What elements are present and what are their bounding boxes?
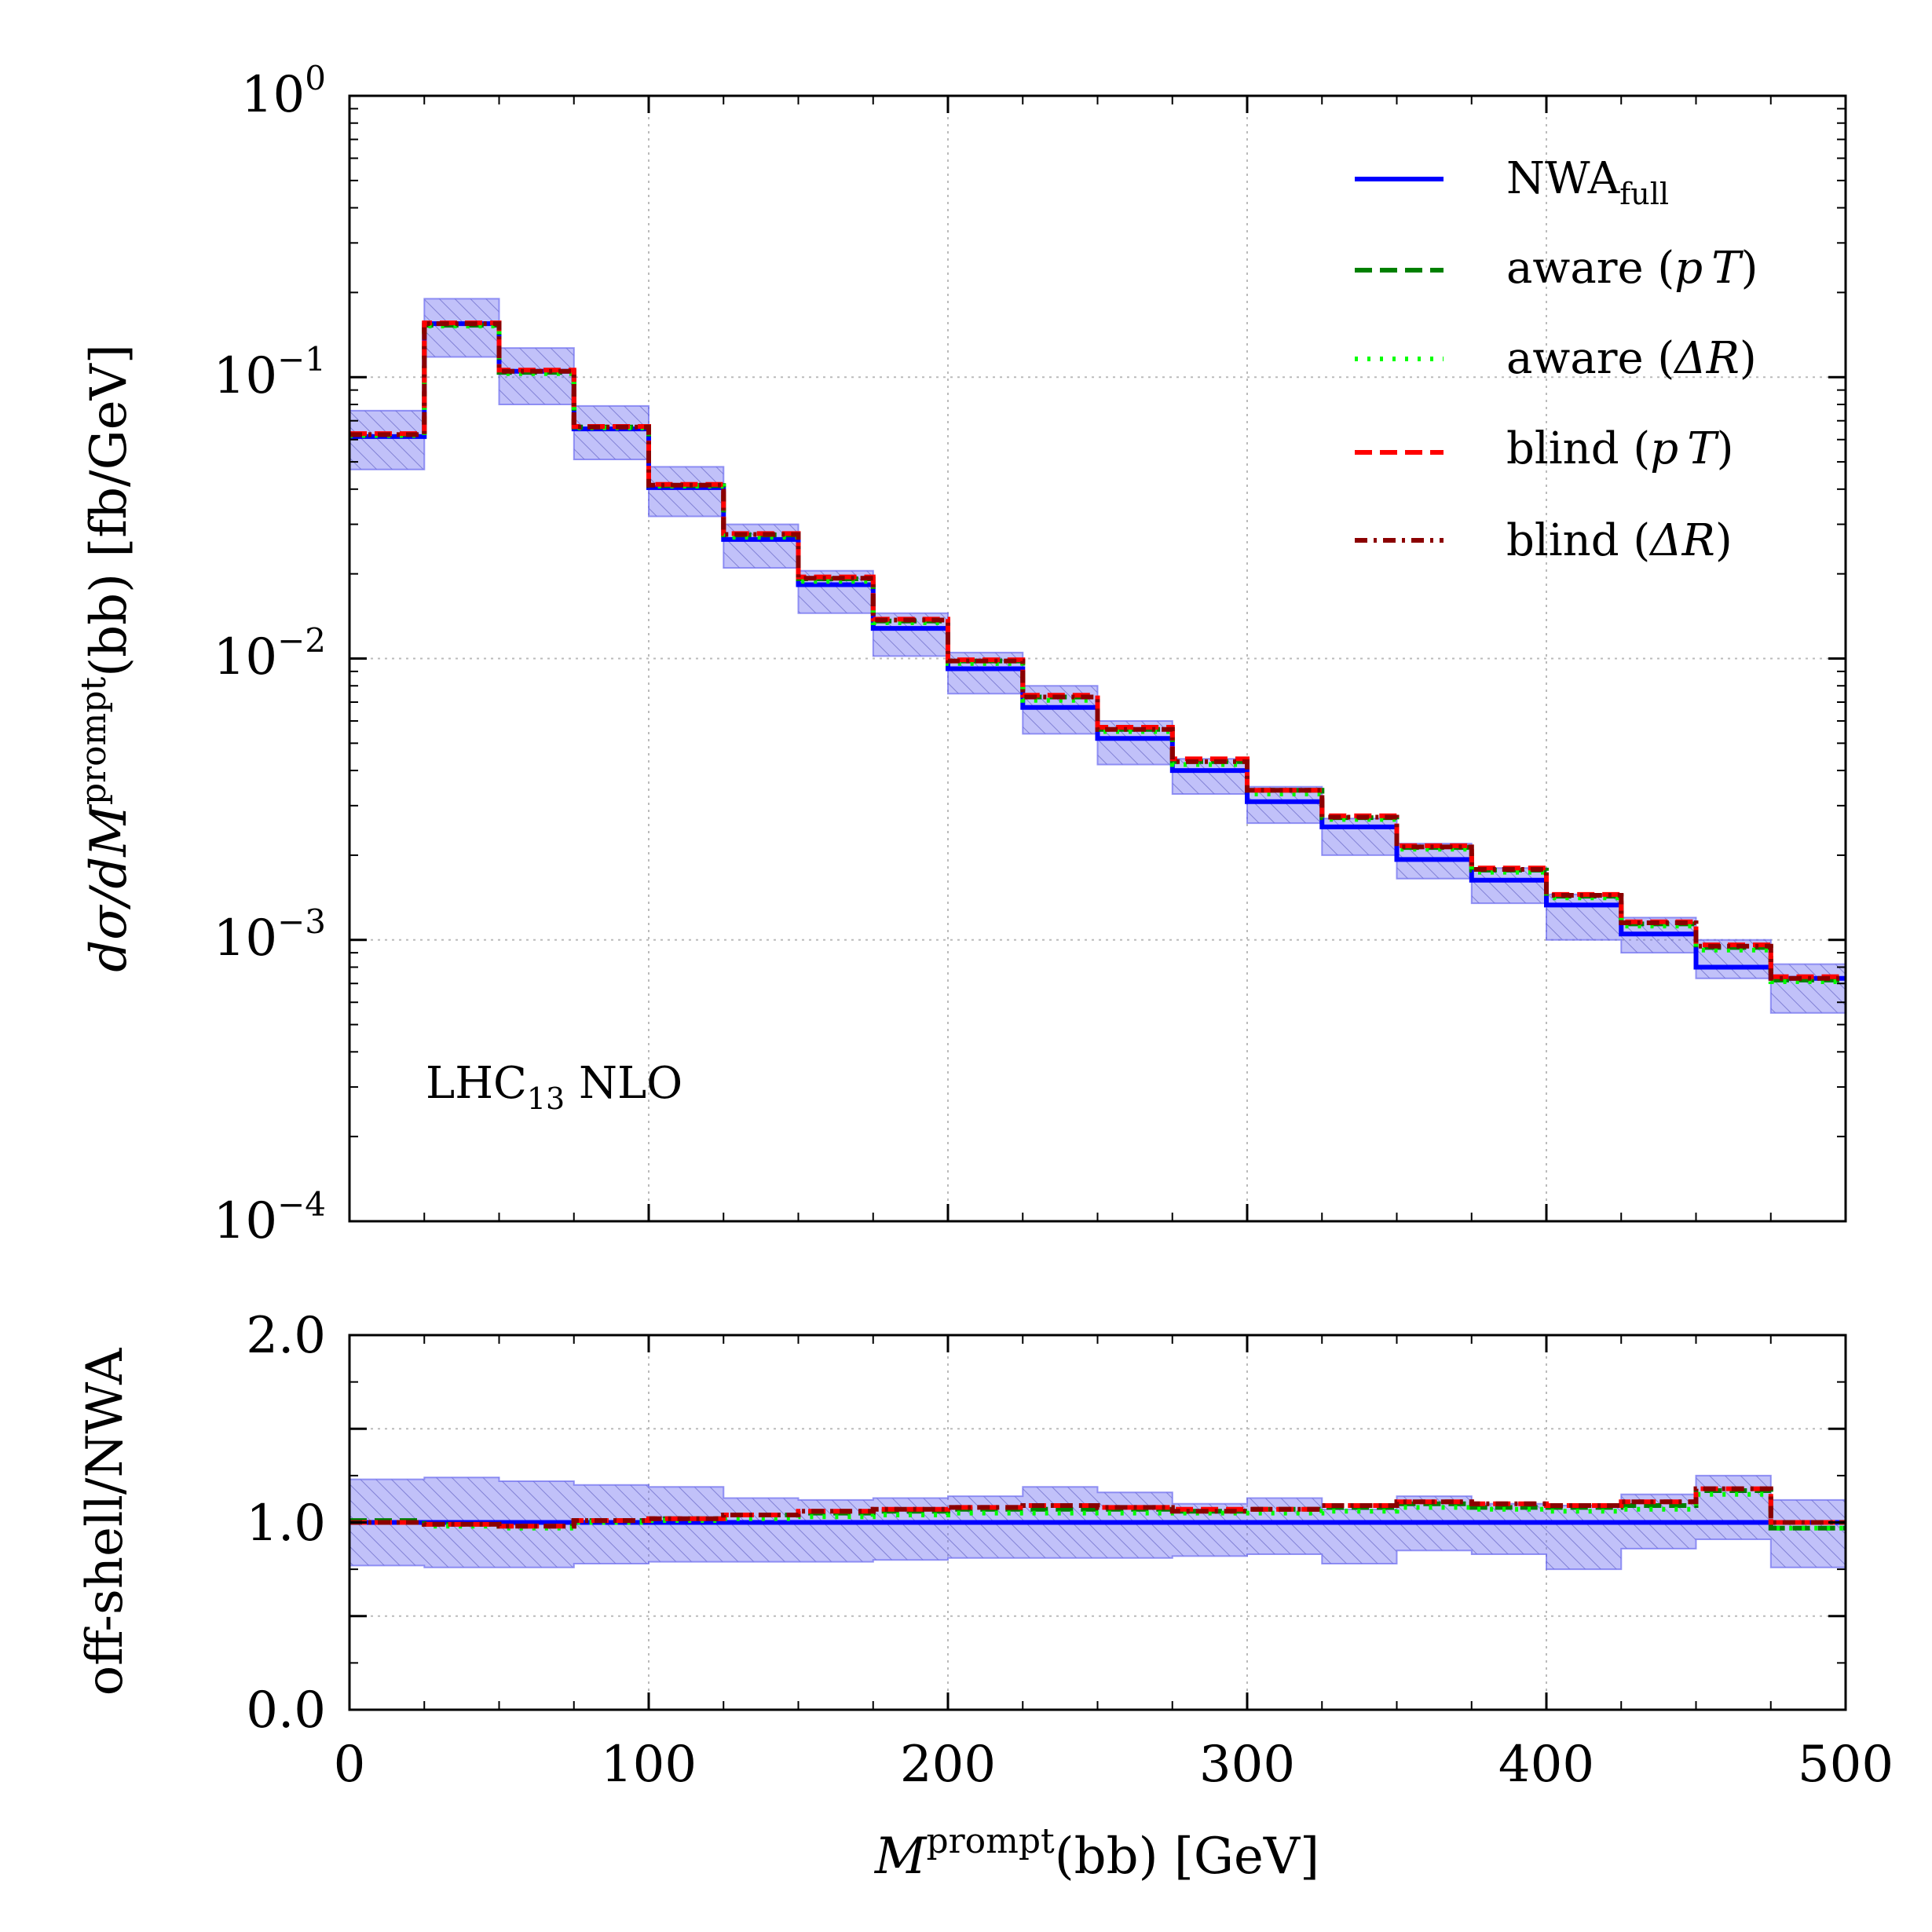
legend-entry-aware-pt: aware (p T) xyxy=(1355,243,1758,294)
ratio-y-axis-title: off-shell/NWA xyxy=(76,1348,134,1696)
main-series-lines xyxy=(349,320,1846,984)
xtick-label: 100 xyxy=(601,1736,697,1794)
series-line-blind-r- xyxy=(349,1486,1846,1529)
xtick-label: 500 xyxy=(1798,1736,1894,1794)
legend-label: NWAfull xyxy=(1506,153,1669,211)
main-y-axis-title: dσ/dMprompt(bb) [fb/GeV] xyxy=(74,344,138,972)
series-line-blind-r- xyxy=(349,321,1846,981)
ytick-label: 10−2 xyxy=(214,621,326,686)
annotation-lhc13-nlo: LHC13 NLO xyxy=(426,1058,682,1116)
legend-label: blind (ΔR) xyxy=(1506,515,1733,566)
main-ticks xyxy=(348,94,1847,1223)
xtick-label: 300 xyxy=(1199,1736,1295,1794)
ytick-label: 10−3 xyxy=(214,902,326,968)
ytick-label: 10−1 xyxy=(214,340,326,405)
main-grid xyxy=(349,96,1846,1221)
legend-entry-blind-pt: blind (p T) xyxy=(1355,423,1733,474)
ytick-label: 2.0 xyxy=(246,1307,326,1365)
series-line-aware-r- xyxy=(349,1491,1846,1531)
ratio-ytick-labels: 2.0 1.0 0.0 xyxy=(246,1307,326,1740)
ytick-label: 1.0 xyxy=(246,1495,326,1553)
main-ytick-labels: 100 10−1 10−2 10−3 10−4 xyxy=(214,59,326,1250)
xtick-label: 0 xyxy=(334,1736,366,1794)
x-axis-title: Mprompt(bb) [GeV] xyxy=(874,1821,1319,1886)
legend-label: blind (p T) xyxy=(1506,423,1733,474)
legend-entry-nwa-full: NWAfull xyxy=(1355,153,1669,211)
ratio-frame xyxy=(348,1334,1847,1711)
ratio-xtick-labels: 0 100 200 300 400 500 xyxy=(334,1736,1894,1794)
xtick-label: 200 xyxy=(900,1736,996,1794)
ytick-label: 10−4 xyxy=(214,1185,326,1250)
legend-label: aware (ΔR) xyxy=(1506,333,1757,384)
main-panel: 100 10−1 10−2 10−3 10−4 dσ/dMprompt(bb) … xyxy=(74,59,1847,1250)
legend-entry-blind-dr: blind (ΔR) xyxy=(1355,515,1733,566)
ytick-label: 100 xyxy=(241,59,326,124)
main-frame xyxy=(348,94,1847,1223)
xtick-label: 400 xyxy=(1498,1736,1594,1794)
legend-label: aware (p T) xyxy=(1506,243,1758,294)
ratio-panel: 2.0 1.0 0.0 0 100 200 300 400 500 off-sh… xyxy=(76,1307,1894,1886)
legend: NWAfull aware (p T) aware (ΔR) blind (p … xyxy=(1355,153,1758,566)
ratio-series-lines xyxy=(349,1486,1846,1531)
legend-entry-aware-dr: aware (ΔR) xyxy=(1355,333,1757,384)
ytick-label: 0.0 xyxy=(246,1681,326,1740)
